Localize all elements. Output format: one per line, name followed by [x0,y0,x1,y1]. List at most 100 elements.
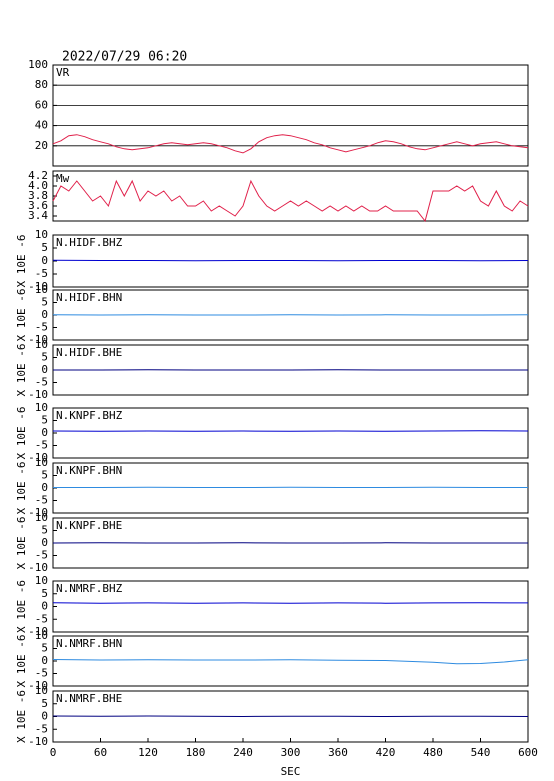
y-tick-label: -5 [35,267,48,280]
y-tick-label: 40 [35,119,48,132]
y-tick-label: -10 [28,451,48,464]
y-tick-label: 3.8 [28,189,48,202]
y-tick-label: -5 [35,549,48,562]
data-line [52,602,529,604]
panel-label: VR [56,66,70,79]
chart-title: 2022/07/29 06:20 [62,50,187,65]
x-tick-label: 480 [423,746,443,759]
x-tick-label: 540 [471,746,491,759]
y-tick-label: 10 [35,401,48,414]
panel-label: N.HIDF.BHZ [56,236,123,249]
y-tick-label: 80 [35,78,48,91]
y-tick-label: 10 [35,574,48,587]
data-line [52,179,529,223]
y-tick-label: 5 [41,414,48,427]
y-tick-label: 10 [35,338,48,351]
panel-frame [52,407,529,459]
panel-label: N.KNPF.BHN [56,464,122,477]
data-line [52,659,529,665]
y-tick-label: 0 [41,308,48,321]
y-tick-label: 20 [35,139,48,152]
y-tick-label: -5 [35,494,48,507]
y-tick-label: -10 [28,333,48,346]
y-tick-label: 10 [35,629,48,642]
x-tick-label: 600 [518,746,538,759]
data-line [52,715,529,718]
x-axis-label: SEC [281,765,301,778]
y-tick-label: 0 [41,254,48,267]
y-tick-label: 0 [41,710,48,723]
y-tick-label: -10 [28,735,48,748]
y-axis-label: X 10E -6 [15,344,28,397]
y-axis-label: X 10E -6 [15,517,28,570]
y-axis-label: X 10E -6 [15,462,28,515]
x-tick-label: 0 [50,746,57,759]
panel-label: N.HIDF.BHE [56,346,122,359]
y-tick-label: -10 [28,625,48,638]
y-tick-label: 0 [41,426,48,439]
y-tick-label: 5 [41,642,48,655]
y-tick-label: -5 [35,321,48,334]
y-tick-label: 5 [41,351,48,364]
y-tick-label: 0 [41,654,48,667]
panel-frame [52,462,529,514]
data-line [52,430,529,432]
y-tick-label: -10 [28,561,48,574]
y-tick-label: 10 [35,511,48,524]
y-tick-label: -5 [35,667,48,680]
panel-label: N.NMRF.BHE [56,692,122,705]
x-tick-label: 180 [186,746,206,759]
y-tick-label: -5 [35,439,48,452]
y-tick-label: -5 [35,612,48,625]
y-tick-label: 5 [41,697,48,710]
y-tick-label: 5 [41,469,48,482]
panel-label: N.NMRF.BHN [56,637,122,650]
y-tick-label: -10 [28,506,48,519]
panel-label: N.HIDF.BHN [56,291,122,304]
x-tick-label: 240 [233,746,253,759]
panel-label: N.KNPF.BHZ [56,409,123,422]
y-tick-label: 10 [35,228,48,241]
x-tick-label: 120 [138,746,158,759]
y-tick-label: -5 [35,722,48,735]
data-line [52,134,529,154]
panel-label: N.KNPF.BHE [56,519,122,532]
y-axis-label: X 10E -6 [15,635,28,688]
y-tick-label: 5 [41,524,48,537]
panel-frame [52,635,529,687]
y-tick-label: 10 [35,456,48,469]
y-tick-label: 0 [41,536,48,549]
y-axis-label: X 10E -6 [15,690,28,743]
panel-label: N.NMRF.BHZ [56,582,123,595]
y-tick-label: 0 [41,600,48,613]
y-tick-label: 0 [41,363,48,376]
y-tick-label: -10 [28,388,48,401]
y-tick-label: 5 [41,587,48,600]
y-tick-label: 4.2 [28,169,48,182]
panel-frame [52,64,529,167]
y-tick-label: 3.6 [28,199,48,212]
y-tick-label: 3.4 [28,209,48,222]
panel-frame [52,580,529,633]
y-axis-label: X 10E -6 [15,407,28,460]
y-tick-label: 0 [41,481,48,494]
x-tick-label: 360 [328,746,348,759]
y-axis-label: X 10E -6 [15,580,28,633]
y-tick-label: 100 [28,58,48,71]
y-tick-label: 5 [41,296,48,309]
y-tick-label: 4.0 [28,179,48,192]
x-tick-label: 300 [281,746,301,759]
x-tick-label: 420 [376,746,396,759]
y-tick-label: -10 [28,679,48,692]
y-tick-label: 10 [35,684,48,697]
y-tick-label: 5 [41,241,48,254]
panel-label: Mw [56,172,70,185]
y-tick-label: 60 [35,98,48,111]
y-tick-label: -5 [35,376,48,389]
data-line [52,259,529,262]
y-axis-label: X 10E -6 [15,289,28,342]
y-tick-label: 10 [35,283,48,296]
x-tick-label: 60 [94,746,107,759]
